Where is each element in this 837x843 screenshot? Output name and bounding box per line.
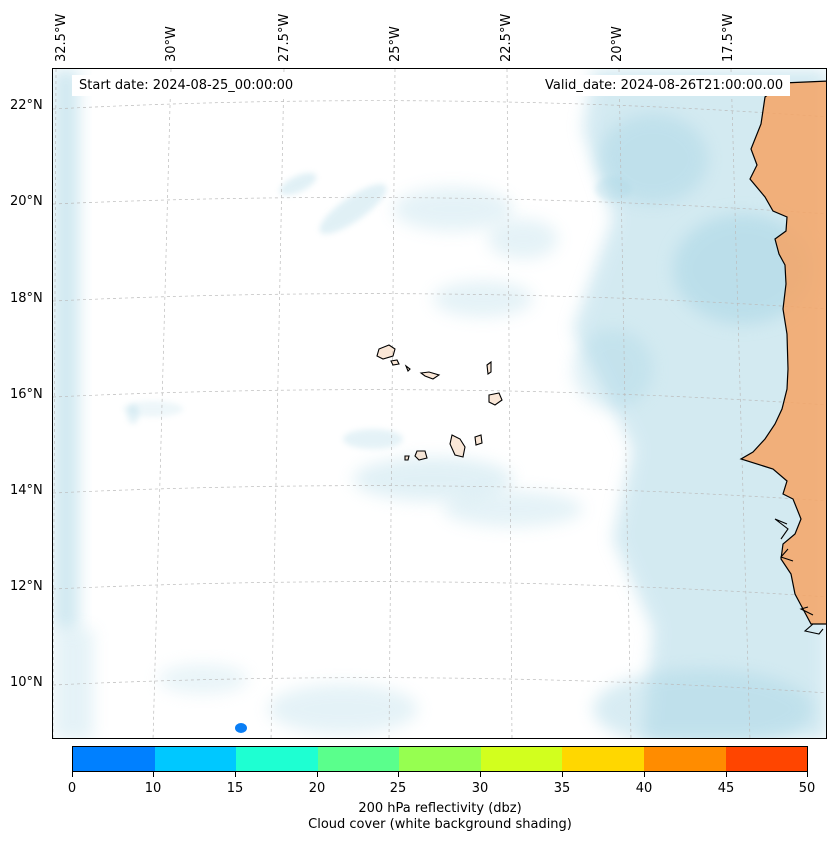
lat-label-14n: 14°N: [10, 483, 43, 498]
lon-label-25w: 25°W: [388, 26, 403, 62]
sao-nicolau-island: [419, 371, 441, 380]
cape-verde-islands: [376, 344, 503, 461]
lat-label-22n: 22°N: [10, 98, 43, 113]
lon-label-32-5w: 32.5°W: [54, 13, 69, 62]
colorbar-tick-label-10: 10: [144, 781, 162, 796]
boa-vista-island: [488, 392, 503, 406]
colorbar-tick: [480, 772, 481, 777]
map-panel[interactable]: [52, 68, 827, 739]
colorbar-tick-label-15: 15: [226, 781, 244, 796]
colorbar-subtitle: Cloud cover (white background shading): [308, 817, 572, 832]
colorbar-segment-20-25: [317, 747, 400, 771]
lat-label-18n: 18°N: [10, 291, 43, 306]
colorbar-segment-10-15: [154, 747, 237, 771]
colorbar-tick-label-40: 40: [635, 781, 653, 796]
colorbar-tick-label-20: 20: [308, 781, 326, 796]
guinea-coast-inlets: [774, 518, 824, 635]
maio-island: [474, 434, 483, 446]
colorbar-segment-40-45: [643, 747, 726, 771]
colorbar-tick: [72, 772, 73, 777]
colorbar-title: 200 hPa reflectivity (dbz): [358, 801, 522, 816]
colorbar-tick: [317, 772, 318, 777]
sao-vicente-island: [390, 359, 400, 366]
map-canvas: [53, 69, 826, 738]
lon-label-22-5w: 22.5°W: [499, 13, 514, 62]
lon-label-20w: 20°W: [610, 26, 625, 62]
colorbar-tick-label-0: 0: [67, 781, 77, 796]
colorbar-segment-30-35: [480, 747, 563, 771]
colorbar-tick-label-30: 30: [471, 781, 489, 796]
brava-island: [404, 455, 410, 461]
valid-date-label: Valid_date: 2024-08-26T21:00:00.00: [538, 75, 791, 96]
colorbar-segment-25-30: [399, 747, 481, 771]
lon-label-17-5w: 17.5°W: [721, 13, 736, 62]
colorbar-tick: [726, 772, 727, 777]
colorbar-tick-label-50: 50: [798, 781, 816, 796]
santiago-island: [449, 434, 466, 458]
lat-label-10n: 10°N: [10, 675, 43, 690]
santo-antao-island: [376, 344, 396, 360]
lat-label-20n: 20°N: [10, 194, 43, 209]
colorbar-segment-45-50: [725, 747, 808, 771]
start-date-label: Start date: 2024-08-25_00:00:00: [72, 75, 301, 96]
santa-luzia-island: [404, 364, 411, 372]
colorbar-tick-label-25: 25: [389, 781, 407, 796]
colorbar-tick: [644, 772, 645, 777]
colorbar-tick: [807, 772, 808, 777]
colorbar-segment-0-10: [73, 747, 155, 771]
colorbar-segment-15-20: [236, 747, 318, 771]
reflectivity-colorbar: [72, 746, 808, 772]
sal-island: [486, 360, 492, 375]
colorbar-tick-label-35: 35: [553, 781, 571, 796]
lat-label-12n: 12°N: [10, 579, 43, 594]
colorbar-segment-35-40: [562, 747, 644, 771]
colorbar-tick: [153, 772, 154, 777]
colorbar-tick-label-45: 45: [717, 781, 735, 796]
colorbar-tick: [562, 772, 563, 777]
colorbar-tick: [235, 772, 236, 777]
graticule: [53, 69, 826, 738]
cloud-cover-layer: [53, 69, 826, 738]
reflectivity-echo: [235, 723, 247, 733]
lon-label-27-5w: 27.5°W: [277, 13, 292, 62]
fogo-island: [414, 450, 428, 461]
lon-label-30w: 30°W: [164, 26, 179, 62]
colorbar-tick: [398, 772, 399, 777]
lat-label-16n: 16°N: [10, 387, 43, 402]
